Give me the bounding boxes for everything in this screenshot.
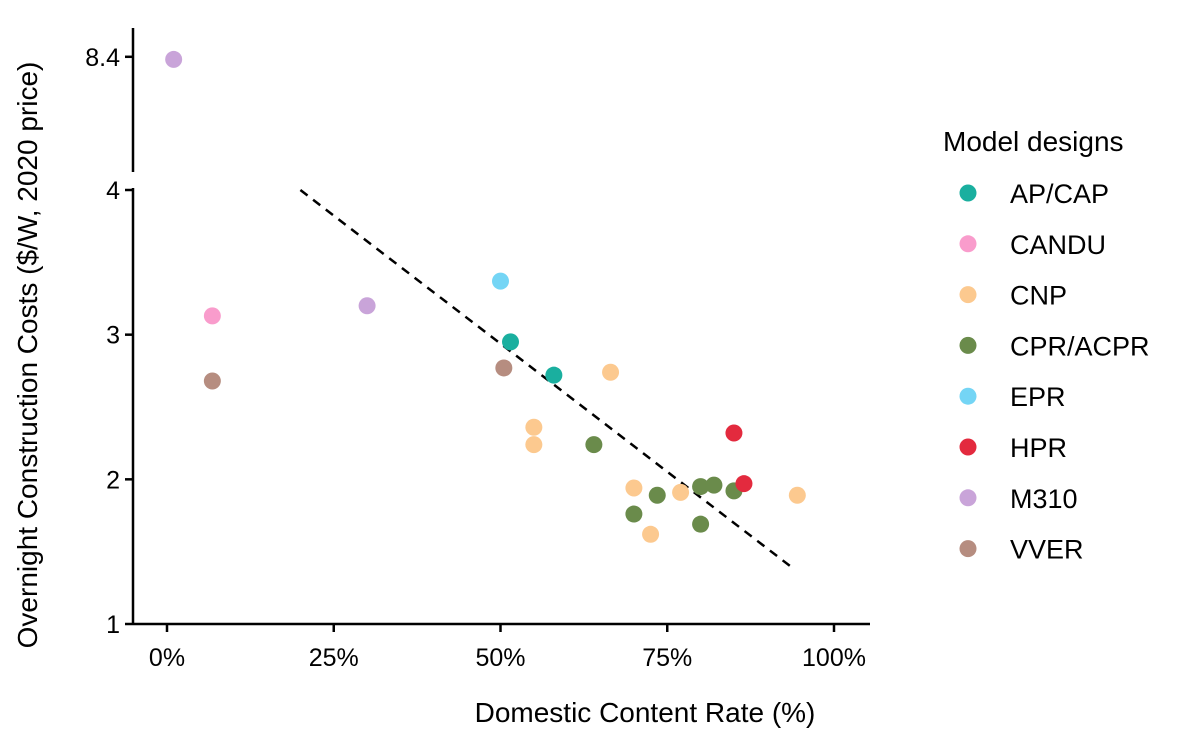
legend-label-ap-cap: AP/CAP bbox=[1010, 179, 1109, 209]
y-axis-title: Overnight Construction Costs ($/W, 2020 … bbox=[12, 62, 43, 649]
legend-label-candu: CANDU bbox=[1010, 230, 1106, 260]
point-epr bbox=[492, 272, 509, 290]
point-ap-cap bbox=[502, 333, 520, 351]
point-cnp bbox=[788, 486, 806, 504]
point-cpr-acpr bbox=[705, 476, 723, 494]
legend-swatch-ap-cap bbox=[959, 184, 977, 202]
point-cnp bbox=[672, 483, 690, 501]
point-cnp bbox=[642, 525, 660, 543]
legend-title: Model designs bbox=[943, 126, 1124, 157]
legend: Model designs AP/CAP CANDU CNP CPR/ACPR EPR H… bbox=[943, 126, 1150, 565]
x-tick-label: 50% bbox=[475, 644, 525, 672]
point-cpr-acpr bbox=[692, 515, 710, 533]
x-axis-title: Domestic Content Rate (%) bbox=[475, 697, 816, 728]
legend-label-vver: VVER bbox=[1010, 535, 1084, 565]
upper-y-tick-label: 8.4 bbox=[85, 44, 120, 72]
y-tick-label: 4 bbox=[106, 177, 120, 205]
legend-label-epr: EPR bbox=[1010, 382, 1066, 412]
point-hpr bbox=[735, 475, 753, 493]
legend-swatch-cnp bbox=[959, 286, 977, 304]
legend-label-cnp: CNP bbox=[1010, 281, 1067, 311]
x-tick-label: 75% bbox=[642, 644, 692, 672]
x-tick-label: 100% bbox=[802, 644, 866, 672]
y-axis-ticks: 1 2 3 4 8.4 bbox=[85, 44, 133, 639]
legend-swatch-m310 bbox=[959, 489, 977, 507]
data-points bbox=[165, 50, 806, 543]
point-vver bbox=[495, 359, 513, 377]
x-tick-label: 25% bbox=[309, 644, 359, 672]
point-candu bbox=[203, 307, 221, 325]
legend-swatch-cpr-acpr bbox=[959, 336, 977, 354]
y-tick-label: 3 bbox=[106, 322, 120, 350]
legend-swatch-vver bbox=[959, 540, 977, 558]
point-ap-cap bbox=[545, 366, 563, 384]
legend-label-m310: M310 bbox=[1010, 484, 1078, 514]
point-cpr-acpr bbox=[692, 478, 710, 496]
point-cnp bbox=[525, 418, 543, 436]
legend-swatch-epr bbox=[959, 387, 977, 405]
y-tick-label: 2 bbox=[106, 466, 120, 494]
x-axis-ticks: 0% 25% 50% 75% 100% bbox=[149, 624, 866, 672]
legend-swatch-candu bbox=[959, 235, 977, 253]
point-cnp bbox=[602, 363, 620, 381]
point-cpr-acpr bbox=[648, 486, 666, 504]
point-vver bbox=[203, 372, 221, 390]
point-cnp bbox=[525, 436, 543, 454]
point-m310 bbox=[358, 297, 376, 315]
point-cnp bbox=[625, 479, 643, 497]
point-hpr bbox=[725, 424, 743, 442]
legend-label-cpr-acpr: CPR/ACPR bbox=[1010, 331, 1150, 361]
axes bbox=[131, 28, 870, 626]
point-cpr-acpr bbox=[585, 436, 603, 454]
x-tick-label: 0% bbox=[149, 644, 185, 672]
point-m310 bbox=[165, 50, 183, 68]
legend-swatch-hpr bbox=[959, 438, 977, 456]
legend-label-hpr: HPR bbox=[1010, 433, 1067, 463]
y-tick-label: 1 bbox=[106, 611, 120, 639]
point-cpr-acpr bbox=[625, 505, 643, 523]
